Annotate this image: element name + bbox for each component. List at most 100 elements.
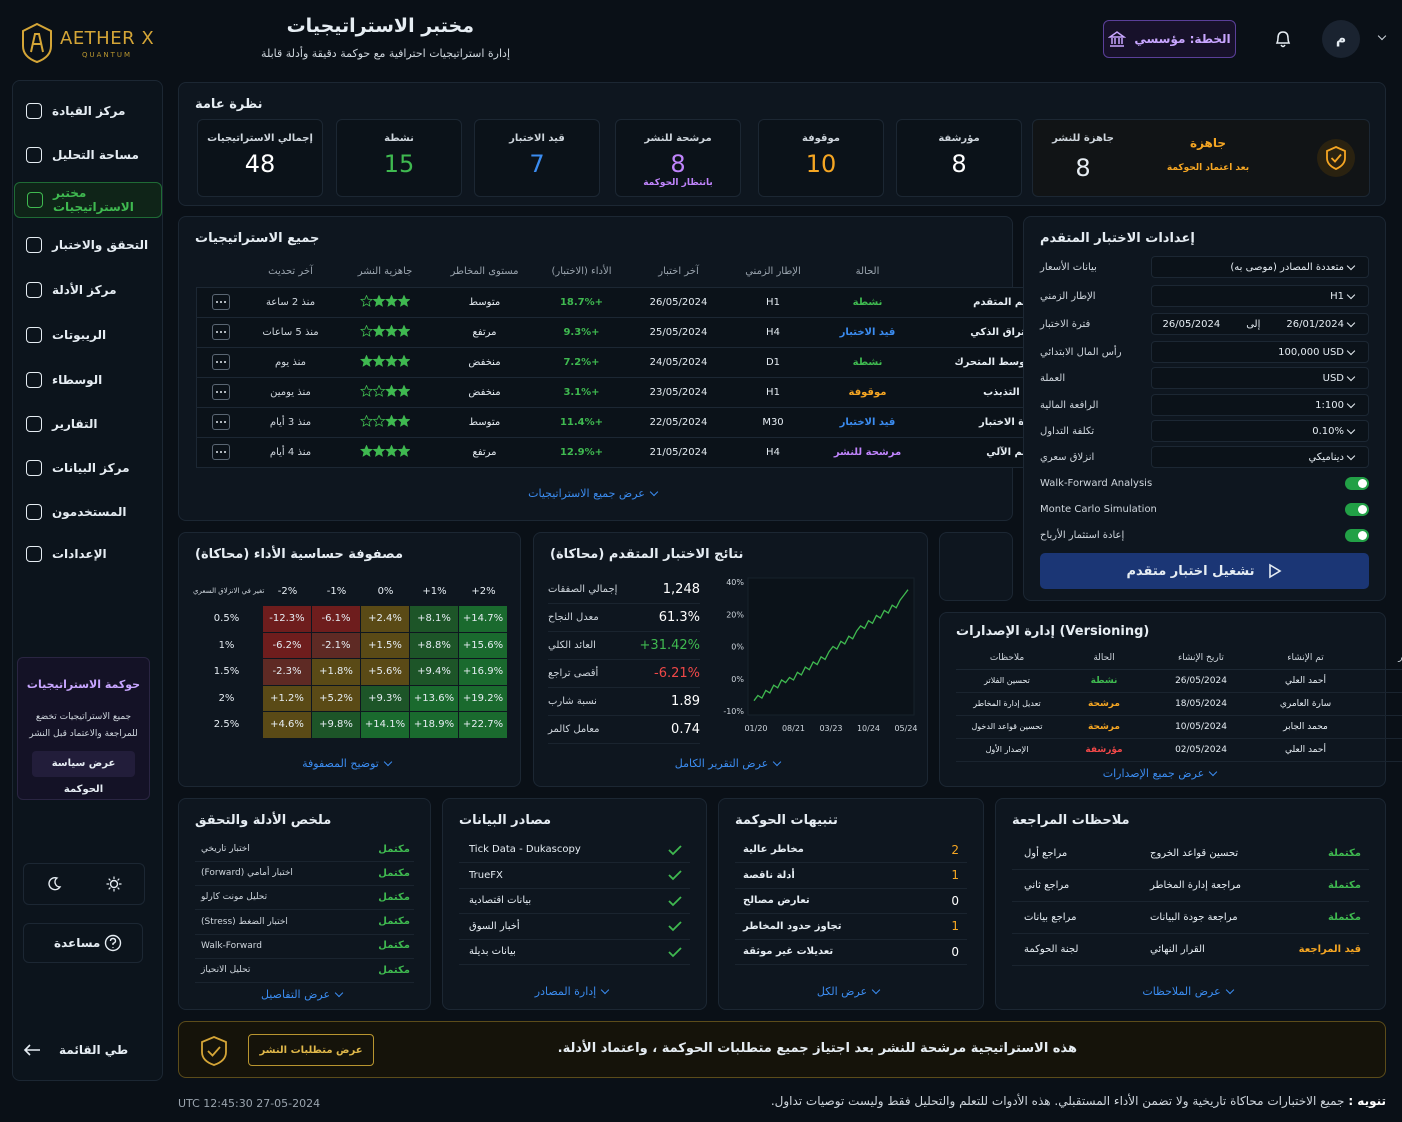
strategy-status: نشطة [852, 356, 883, 368]
matrix-cell: -6.1% [312, 606, 360, 632]
nav-item[interactable]: التحقق والاختبار [14, 227, 162, 263]
setting-select[interactable]: 0.10% [1151, 420, 1369, 442]
panel-link[interactable]: توضيح المصفوفة [179, 757, 520, 770]
metric-value: +31.42% [639, 637, 700, 653]
version-row[interactable]: v2.2 سارة العامري 18/05/2024 مرشحة تعديل إدا… [956, 692, 1402, 715]
strategy-status: مرشحة للنشر [833, 446, 902, 458]
source-label: بيانات اقتصادية [469, 895, 532, 906]
light-mode-button[interactable] [84, 864, 144, 904]
panel-link[interactable]: عرض جميع الاستراتيجيات [179, 487, 1012, 500]
row-menu-button[interactable] [211, 354, 230, 370]
panel-link[interactable]: عرض التفاصيل [179, 988, 430, 1001]
equity-chart: 40% 20% 0% 0% -10%01/20 08/21 03/23 10/24 05/24 [723, 577, 918, 733]
panel-link[interactable]: عرض التقرير الكامل [534, 757, 927, 770]
nav-item[interactable]: الإعدادات [14, 536, 162, 572]
setting-select[interactable]: USD [1151, 367, 1369, 389]
setting-select[interactable]: متعددة المصادر (موصى به) [1151, 256, 1369, 278]
panel-link[interactable]: عرض الملاحظات [996, 985, 1385, 998]
version-date: 02/05/2024 [1175, 744, 1227, 755]
avatar[interactable]: م [1322, 20, 1360, 58]
setting-select[interactable]: ديناميكي [1151, 446, 1369, 468]
nav-item[interactable]: مركز الأدلة [14, 272, 162, 308]
version-row[interactable]: v2.3 أحمد العلي 26/05/2024 نشطة تحسين الفلات… [956, 669, 1402, 692]
nav-item[interactable]: الوسطاء [14, 362, 162, 398]
setting-select[interactable]: 26/05/2024 إلى 26/01/2024 [1151, 313, 1369, 335]
ready-shield-icon [1317, 139, 1355, 177]
brand-tagline: QUANTUM [82, 51, 133, 59]
star [397, 323, 411, 337]
evidence-status: مكتمل [378, 964, 410, 976]
collapse-button[interactable]: طي القائمة [23, 1043, 143, 1057]
strategy-row[interactable]: استراتيجية عائد التذبذبموقوفةH123/05/202… [196, 377, 1106, 407]
setting-select[interactable]: 1:100 [1151, 394, 1369, 416]
governance-title: حوكمة الاستراتيجيات [26, 678, 141, 691]
strategy-last-test: 24/05/2024 [649, 356, 708, 368]
matrix-cell: +1.8% [312, 659, 360, 685]
nav-item[interactable]: مركز البيانات [14, 450, 162, 486]
matrix-cell: -2.1% [312, 632, 360, 659]
setting-value: 100,000 USD [1278, 346, 1344, 358]
nav-item[interactable]: مختبر الاستراتيجيات [14, 182, 162, 218]
version-row[interactable]: v2.0 أحمد العلي 02/05/2024 مؤرشفة الإصدار ال… [956, 738, 1402, 761]
star [372, 443, 386, 457]
y-axis-label: 0% [731, 643, 744, 652]
row-menu-button[interactable] [211, 414, 230, 430]
menu-dot [219, 331, 222, 333]
help-button[interactable]: مساعدة [23, 923, 143, 963]
review-row: مراجع ثاني مراجعة إدارة المخاطر مكتملة [1012, 869, 1369, 902]
avatar-menu-chevron[interactable] [1377, 31, 1387, 41]
setting-select[interactable]: H1 [1151, 285, 1369, 307]
column-header: جاهزية النشر [357, 266, 413, 278]
matrix-row-label: 0.5% [213, 613, 240, 624]
nav-item[interactable]: مساحة التحليل [14, 137, 162, 173]
governance-button[interactable]: عرض سياسة الحوكمة [32, 751, 135, 795]
check-icon [668, 870, 682, 881]
dark-mode-button[interactable] [24, 864, 84, 904]
version-id: v2.3 [1359, 669, 1402, 692]
ready-note: بعد اعتماد الحوكمة [1166, 163, 1250, 173]
menu-dot [215, 451, 218, 453]
nav-item[interactable]: المستخدمون [14, 494, 162, 530]
row-menu-button[interactable] [211, 324, 230, 340]
stat-card: موقوفة 10 [758, 119, 884, 197]
nav-item[interactable]: مركز القيادة [14, 93, 162, 129]
column-header: تاريخ الإنشاء [1178, 652, 1224, 663]
row-menu-cell [197, 287, 245, 317]
plan-badge[interactable]: الخطة: مؤسسي [1103, 20, 1236, 58]
setting-select[interactable]: 100,000 USD [1151, 341, 1369, 363]
star [360, 293, 373, 307]
nav-label: التحقق والاختبار [52, 238, 149, 252]
star [397, 353, 411, 367]
link-chevron [772, 757, 782, 767]
ready-value: 8 [1075, 154, 1091, 182]
run-test-button[interactable]: تشغيل اختبار متقدم [1040, 553, 1369, 589]
readiness-stars [360, 413, 411, 427]
row-menu-button[interactable] [211, 294, 230, 310]
alerts-title: تنبيهات الحوكمة [735, 813, 838, 828]
source-label: أخبار السوق [469, 920, 520, 932]
panel-link[interactable]: عرض الكل [719, 985, 983, 998]
ready-label: جاهزة للنشر [1052, 133, 1114, 144]
strategy-row[interactable]: استراتيجية الزخم المتقدمنشطةH126/05/2024… [196, 287, 1106, 317]
toggle-switch[interactable] [1345, 502, 1369, 516]
stat-value: 15 [383, 150, 415, 178]
panel-link[interactable]: إدارة المصادر [443, 985, 706, 998]
deploy-requirements-button[interactable]: عرض متطلبات النشر [248, 1034, 374, 1066]
toggle-switch[interactable] [1345, 528, 1369, 542]
nav-item[interactable]: التقارير [14, 406, 162, 442]
setting-row: رأس المال الابتدائي 100,000 USD [1040, 341, 1369, 363]
column-header: مستوى المخاطر [450, 266, 519, 278]
bell-icon[interactable] [1273, 29, 1293, 49]
row-menu-button[interactable] [211, 444, 230, 460]
evidence-row: تحليل الانحياز مكتمل [195, 958, 414, 983]
panel-link[interactable]: عرض جميع الإصدارات [940, 767, 1385, 780]
strategy-updated: منذ 5 ساعات [262, 326, 319, 338]
strategy-row[interactable]: استراتيجية المتوسط المتحركنشطةD124/05/20… [196, 347, 1106, 377]
toggle-switch[interactable] [1345, 476, 1369, 490]
row-menu-button[interactable] [211, 384, 230, 400]
nav-item[interactable]: الريبوتات [14, 317, 162, 353]
version-row[interactable]: v2.1 محمد الجابر 10/05/2024 مرشحة تحسين قواع… [956, 715, 1402, 738]
